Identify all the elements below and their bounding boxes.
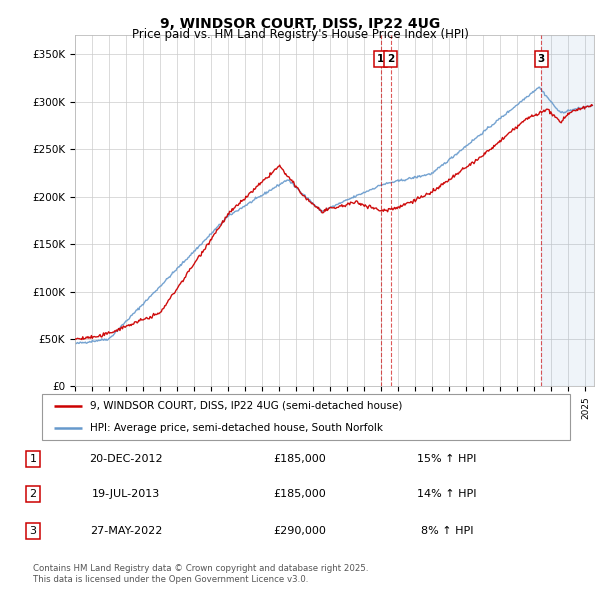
Text: This data is licensed under the Open Government Licence v3.0.: This data is licensed under the Open Gov… xyxy=(33,575,308,584)
Text: 9, WINDSOR COURT, DISS, IP22 4UG: 9, WINDSOR COURT, DISS, IP22 4UG xyxy=(160,17,440,31)
Text: 27-MAY-2022: 27-MAY-2022 xyxy=(90,526,162,536)
Text: 15% ↑ HPI: 15% ↑ HPI xyxy=(418,454,476,464)
Text: 2: 2 xyxy=(387,54,394,64)
Text: 1: 1 xyxy=(377,54,385,64)
Text: 2: 2 xyxy=(29,489,37,499)
Text: 9, WINDSOR COURT, DISS, IP22 4UG (semi-detached house): 9, WINDSOR COURT, DISS, IP22 4UG (semi-d… xyxy=(89,401,402,411)
Text: 3: 3 xyxy=(538,54,545,64)
Text: Price paid vs. HM Land Registry's House Price Index (HPI): Price paid vs. HM Land Registry's House … xyxy=(131,28,469,41)
Text: 1: 1 xyxy=(29,454,37,464)
Text: 19-JUL-2013: 19-JUL-2013 xyxy=(92,489,160,499)
Text: 14% ↑ HPI: 14% ↑ HPI xyxy=(417,489,477,499)
Text: £290,000: £290,000 xyxy=(274,526,326,536)
Text: 3: 3 xyxy=(29,526,37,536)
Text: £185,000: £185,000 xyxy=(274,454,326,464)
Text: 20-DEC-2012: 20-DEC-2012 xyxy=(89,454,163,464)
Bar xyxy=(541,35,594,386)
Text: HPI: Average price, semi-detached house, South Norfolk: HPI: Average price, semi-detached house,… xyxy=(89,423,383,432)
FancyBboxPatch shape xyxy=(42,394,570,440)
Text: Contains HM Land Registry data © Crown copyright and database right 2025.: Contains HM Land Registry data © Crown c… xyxy=(33,565,368,573)
Text: 8% ↑ HPI: 8% ↑ HPI xyxy=(421,526,473,536)
Text: £185,000: £185,000 xyxy=(274,489,326,499)
